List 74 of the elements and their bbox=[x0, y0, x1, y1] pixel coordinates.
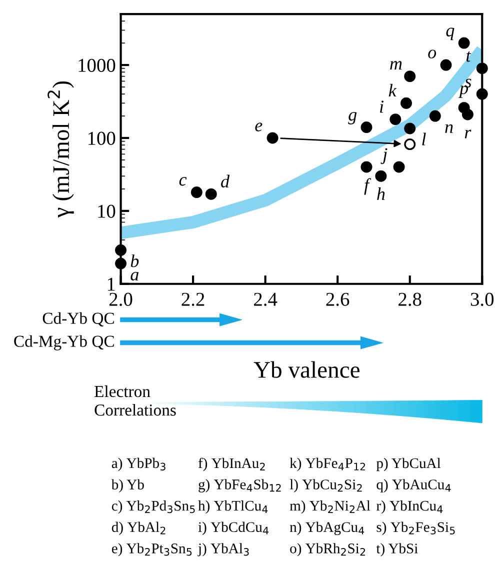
text: n) YbAgCu$_{4}$ bbox=[290, 522, 364, 536]
text: q) YbAuCu$_{4}$ bbox=[376, 479, 451, 492]
point bbox=[476, 88, 488, 100]
point bbox=[360, 161, 372, 173]
text: Electron Correlations bbox=[94, 385, 176, 416]
text: l) YbCu$_{2}$Si$_{2}$ bbox=[290, 479, 362, 492]
point bbox=[476, 62, 488, 74]
data-label: g bbox=[348, 112, 357, 124]
text: g) YbFe$_{4}$Sb$_{12}$ bbox=[198, 479, 281, 492]
point bbox=[404, 138, 416, 150]
y-tick-label: 100 bbox=[88, 132, 116, 145]
data-label: t bbox=[466, 51, 472, 62]
text: c) Yb$_{2}$Pd$_{3}$Sn$_{5}$ bbox=[112, 500, 195, 514]
point bbox=[115, 244, 127, 256]
data-label: q bbox=[446, 28, 454, 40]
point bbox=[190, 186, 202, 198]
point bbox=[429, 110, 441, 122]
data-label: a bbox=[130, 272, 139, 281]
y-tick-label: 1000 bbox=[78, 58, 116, 72]
data-label: n bbox=[445, 124, 453, 133]
data-label: j bbox=[380, 148, 388, 164]
point bbox=[375, 170, 387, 182]
point bbox=[360, 122, 372, 134]
point bbox=[458, 37, 470, 49]
text: p) YbCuAl bbox=[376, 458, 441, 472]
text: h) YbTlCu$_{4}$ bbox=[198, 500, 268, 514]
text: o) YbRh$_{2}$Si$_{2}$ bbox=[290, 543, 366, 556]
data-label: k bbox=[388, 84, 397, 96]
point bbox=[404, 122, 416, 134]
text: r) YbInCu$_{4}$ bbox=[376, 500, 443, 514]
point bbox=[390, 114, 402, 126]
text: t) YbSi bbox=[376, 543, 418, 556]
data-label: r bbox=[464, 130, 472, 138]
text: b) Yb bbox=[111, 479, 144, 492]
y-axis-title: γ (mJ/mol K$^{2}$) bbox=[48, 81, 74, 218]
x-tick-label: 2.6 bbox=[326, 292, 350, 306]
point bbox=[440, 59, 452, 71]
x-axis-title: Yb valence bbox=[254, 361, 360, 378]
point bbox=[400, 97, 412, 109]
x-tick-label: 2.2 bbox=[182, 292, 204, 306]
text: d) YbAl$_{2}$ bbox=[112, 522, 166, 535]
point bbox=[115, 258, 127, 270]
point bbox=[462, 108, 474, 120]
data-label: h bbox=[377, 187, 385, 200]
data-label: e bbox=[255, 122, 262, 132]
data-label: m bbox=[390, 61, 402, 70]
text: m) Yb$_{2}$Ni$_{2}$Al bbox=[290, 500, 370, 514]
data-label: p bbox=[458, 85, 468, 98]
data-label: o bbox=[428, 50, 436, 58]
data-label: f bbox=[364, 178, 372, 195]
text: i) YbCdCu$_{4}$ bbox=[198, 522, 268, 535]
x-tick-label: 2.8 bbox=[398, 292, 422, 306]
data-label: l bbox=[422, 132, 426, 146]
point bbox=[266, 132, 278, 144]
data-label: c bbox=[179, 177, 187, 186]
text: f) YbInAu$_{2}$ bbox=[198, 458, 265, 472]
text: a) YbPb$_{3}$ bbox=[112, 458, 166, 472]
data-label: i bbox=[380, 100, 384, 113]
text: Cd-Mg-Yb QC bbox=[14, 335, 114, 350]
point bbox=[205, 188, 217, 200]
point bbox=[393, 161, 405, 173]
text: e) Yb$_{2}$Pt$_{3}$Sn$_{5}$ bbox=[112, 543, 192, 556]
text: Cd-Yb QC bbox=[42, 312, 114, 326]
y-tick-label: 1 bbox=[108, 278, 115, 291]
point bbox=[404, 70, 416, 82]
text: k) YbFe$_{4}$P$_{12}$ bbox=[290, 458, 366, 472]
x-tick-label: 2.4 bbox=[254, 292, 278, 306]
x-tick-label: 2.0 bbox=[109, 292, 132, 306]
y-tick-label: 10 bbox=[98, 204, 116, 218]
text: s) Yb$_{2}$Fe$_{3}$Si$_{5}$ bbox=[376, 522, 455, 535]
text: j) YbAl$_{3}$ bbox=[198, 543, 249, 556]
x-tick-label: 3.0 bbox=[470, 292, 494, 306]
data-label: d bbox=[221, 174, 230, 188]
data-label: b bbox=[130, 254, 139, 268]
